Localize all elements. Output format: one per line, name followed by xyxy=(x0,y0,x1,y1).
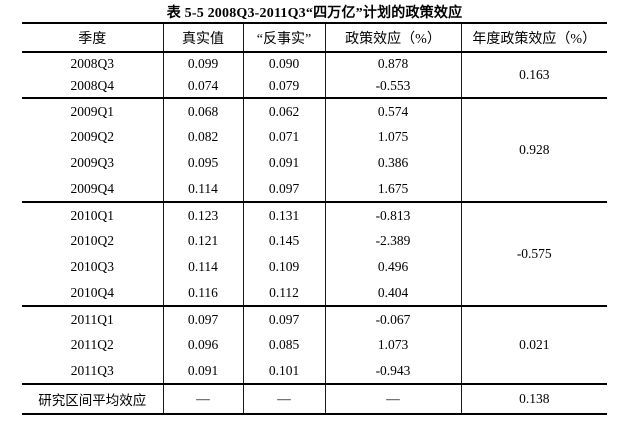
actual-cell: 0.099 xyxy=(162,52,243,75)
header-counterfactual: “反事实” xyxy=(242,23,325,52)
effect-cell: 1.073 xyxy=(324,332,461,358)
actual-cell: 0.082 xyxy=(162,124,243,150)
quarter-cell: 2010Q1 xyxy=(22,201,163,228)
effect-cell: 1.675 xyxy=(324,176,461,202)
effect-cell: 0.574 xyxy=(324,97,461,124)
footer-label-cell: 研究区间平均效应 xyxy=(38,393,147,408)
annual-effect-cell: 0.163 xyxy=(460,52,607,98)
actual-cell: 0.096 xyxy=(162,332,243,358)
annual-effect-cell: -0.575 xyxy=(460,201,607,306)
header-actual: 真实值 xyxy=(162,23,243,52)
quarter-cell: 2008Q3 xyxy=(70,56,115,71)
actual-cell: 0.114 xyxy=(162,254,243,280)
actual-cell: 0.068 xyxy=(162,97,243,124)
counterfactual-cell: 0.091 xyxy=(242,150,325,176)
table-row: 2009Q2 0.082 0.071 1.075 xyxy=(22,124,607,150)
actual-cell: 0.074 xyxy=(162,75,243,98)
counterfactual-cell: 0.062 xyxy=(242,97,325,124)
footer-dash-cell: — xyxy=(242,384,325,414)
table-row: 2010Q2 0.121 0.145 -2.389 xyxy=(22,228,607,254)
table-row: 2009Q4 0.114 0.097 1.675 xyxy=(22,176,607,202)
effect-cell: 0.496 xyxy=(324,254,461,280)
effect-cell: -0.553 xyxy=(324,75,461,98)
effect-cell: 0.404 xyxy=(324,280,461,306)
table-row: 2009Q3 0.095 0.091 0.386 xyxy=(22,150,607,176)
table-row: 2008Q4 0.074 0.079 -0.553 xyxy=(22,75,607,98)
actual-cell: 0.095 xyxy=(162,150,243,176)
quarter-cell: 2009Q1 xyxy=(22,97,163,124)
actual-cell: 0.091 xyxy=(162,358,243,384)
effect-cell: -0.813 xyxy=(324,201,461,228)
quarter-cell: 2009Q3 xyxy=(70,155,115,170)
effect-cell: -0.067 xyxy=(324,305,461,332)
counterfactual-cell: 0.131 xyxy=(242,201,325,228)
quarter-cell: 2010Q2 xyxy=(70,233,115,248)
actual-cell: 0.116 xyxy=(162,280,243,306)
counterfactual-cell: 0.112 xyxy=(242,280,325,306)
actual-cell: 0.121 xyxy=(162,228,243,254)
table-caption: 表 5-5 2008Q3-2011Q3“四万亿”计划的政策效应 xyxy=(166,6,463,21)
counterfactual-cell: 0.097 xyxy=(242,305,325,332)
header-annual-policy-effect: 年度政策效应（%） xyxy=(460,23,607,52)
quarter-cell: 2009Q2 xyxy=(70,129,115,144)
table-row: 2011Q2 0.096 0.085 1.073 xyxy=(22,332,607,358)
table-row: 2010Q1 0.123 0.131 -0.813 -0.575 xyxy=(22,201,607,306)
quarter-cell: 2011Q3 xyxy=(70,362,114,378)
table-row: 2009Q1 0.068 0.062 0.574 0.928 xyxy=(22,97,607,202)
table-row: 2011Q3 0.091 0.101 -0.943 xyxy=(22,358,607,384)
table-row: 2010Q4 0.116 0.112 0.404 xyxy=(22,280,607,306)
annual-effect-cell: 0.928 xyxy=(460,97,607,202)
quarter-cell: 2010Q4 xyxy=(70,284,115,300)
effect-cell: -0.943 xyxy=(324,358,461,384)
table-row: 2008Q3 0.099 0.090 0.878 0.163 xyxy=(22,52,607,98)
counterfactual-cell: 0.109 xyxy=(242,254,325,280)
effect-cell: 0.878 xyxy=(324,52,461,75)
average-effect-row: 研究区间平均效应 — — —0.138 xyxy=(22,384,607,414)
counterfactual-cell: 0.097 xyxy=(242,176,325,202)
effect-cell: 0.386 xyxy=(324,150,461,176)
quarter-cell: 2011Q1 xyxy=(22,305,163,332)
footer-dash-cell: — xyxy=(162,384,243,414)
header-row: 季度 真实值 “反事实” 政策效应（%） 年度政策效应（%） xyxy=(22,23,607,52)
table-body: 2008Q3 0.099 0.090 0.878 0.163 2008Q4 0.074 0.0… xyxy=(22,52,607,414)
footer-dash-cell: — xyxy=(324,384,461,414)
counterfactual-cell: 0.085 xyxy=(242,332,325,358)
counterfactual-cell: 0.090 xyxy=(242,52,325,75)
actual-cell: 0.123 xyxy=(162,201,243,228)
header-policy-effect: 政策效应（%） xyxy=(324,23,461,52)
annual-effect-cell: 0.021 xyxy=(460,305,607,384)
policy-effect-table: 季度 真实值 “反事实” 政策效应（%） 年度政策效应（%） 2008Q3 0.0… xyxy=(22,22,607,415)
quarter-cell: 2008Q4 xyxy=(70,78,115,93)
counterfactual-cell: 0.071 xyxy=(242,124,325,150)
effect-cell: -2.389 xyxy=(324,228,461,254)
counterfactual-cell: 0.145 xyxy=(242,228,325,254)
counterfactual-cell: 0.079 xyxy=(242,75,325,98)
table-row: 2011Q1 0.097 0.097 -0.067 0.021 xyxy=(22,305,607,384)
actual-cell: 0.097 xyxy=(162,305,243,332)
header-quarter: 季度 xyxy=(78,31,107,47)
table-header: 季度 真实值 “反事实” 政策效应（%） 年度政策效应（%） xyxy=(22,23,607,52)
quarter-cell: 2011Q2 xyxy=(70,337,114,352)
footer-annual-cell: 0.138 xyxy=(460,384,607,414)
actual-cell: 0.114 xyxy=(162,176,243,202)
quarter-cell: 2009Q4 xyxy=(70,180,115,196)
quarter-cell: 2010Q3 xyxy=(70,259,115,274)
counterfactual-cell: 0.101 xyxy=(242,358,325,384)
table-row: 2010Q3 0.114 0.109 0.496 xyxy=(22,254,607,280)
effect-cell: 1.075 xyxy=(324,124,461,150)
